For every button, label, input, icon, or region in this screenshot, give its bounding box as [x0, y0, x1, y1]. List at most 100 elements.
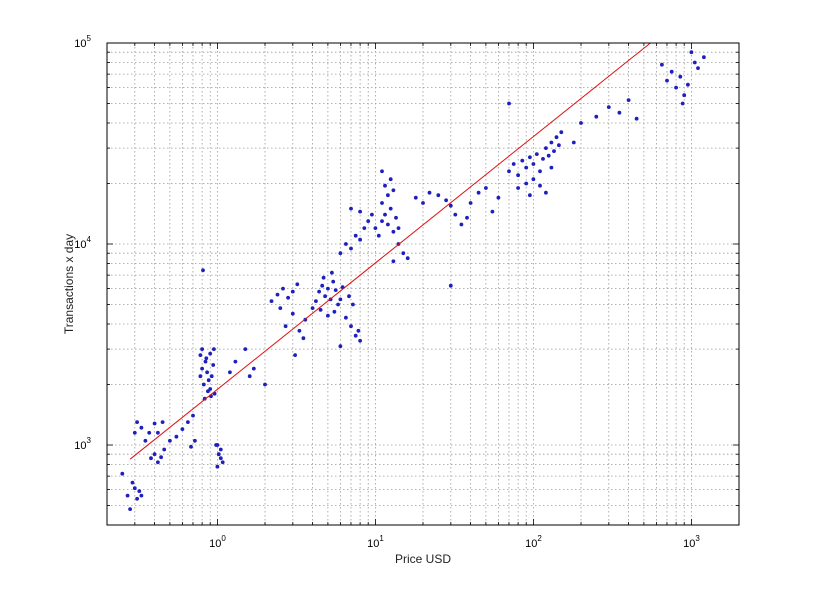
- x-tick-exponent: 1: [379, 534, 384, 543]
- data-point: [524, 165, 529, 170]
- data-point: [391, 259, 396, 264]
- data-point: [524, 181, 529, 186]
- data-point: [689, 50, 694, 55]
- data-point: [468, 201, 473, 205]
- data-point: [206, 378, 211, 383]
- data-point: [617, 110, 622, 115]
- data-point: [436, 193, 441, 198]
- data-point: [212, 347, 216, 351]
- trend-line: [129, 42, 651, 460]
- data-point: [549, 165, 554, 170]
- data-point: [541, 157, 545, 161]
- data-point: [413, 195, 418, 200]
- data-point: [344, 242, 348, 246]
- data-point: [228, 370, 232, 375]
- data-point: [554, 135, 559, 140]
- data-point: [362, 226, 367, 231]
- data-point: [330, 270, 334, 275]
- data-point: [606, 105, 611, 109]
- data-point: [130, 480, 135, 485]
- data-point: [349, 206, 353, 211]
- data-point: [388, 177, 393, 182]
- data-point: [349, 246, 353, 251]
- data-point: [552, 149, 556, 154]
- data-point: [528, 193, 532, 198]
- data-point: [286, 295, 290, 300]
- x-tick-labels: 100 101 102 103: [209, 534, 700, 550]
- data-point: [251, 366, 256, 371]
- data-point: [149, 456, 153, 461]
- data-point: [571, 140, 576, 145]
- data-point: [301, 336, 306, 341]
- data-point: [321, 275, 326, 280]
- data-point: [137, 489, 142, 493]
- data-point: [380, 201, 384, 205]
- data-point: [665, 78, 669, 83]
- data-point: [496, 195, 501, 200]
- data-point: [476, 190, 481, 195]
- data-point: [193, 438, 197, 443]
- data-point: [132, 430, 137, 435]
- y-tick-label: 104: [74, 235, 91, 251]
- y-tick-base: 10: [74, 239, 86, 251]
- data-point: [401, 251, 406, 256]
- data-point: [203, 359, 208, 364]
- data-point: [351, 302, 355, 307]
- data-point: [678, 74, 683, 79]
- data-point: [386, 222, 390, 227]
- data-point: [507, 101, 511, 106]
- y-axis-label: Transactions x day: [62, 234, 76, 334]
- data-point: [579, 121, 583, 125]
- data-point: [388, 206, 393, 211]
- data-point: [281, 286, 285, 291]
- data-point: [220, 460, 225, 465]
- data-point: [336, 302, 340, 307]
- data-point: [538, 183, 542, 188]
- data-point: [326, 313, 330, 318]
- data-point: [162, 447, 167, 452]
- data-point: [544, 190, 548, 195]
- data-point: [347, 294, 351, 299]
- data-point: [269, 299, 274, 303]
- data-point: [314, 299, 318, 303]
- data-point: [373, 226, 378, 231]
- data-point: [215, 464, 220, 469]
- data-point: [674, 85, 678, 90]
- x-tick-base: 10: [683, 538, 695, 550]
- x-tick-base: 10: [525, 538, 537, 550]
- data-point: [546, 153, 551, 158]
- data-point: [333, 288, 338, 292]
- x-axis-label: Price USD: [395, 552, 451, 566]
- data-point: [511, 162, 516, 166]
- data-point: [370, 212, 374, 217]
- data-point: [531, 162, 536, 166]
- x-tick-base: 10: [209, 538, 221, 550]
- data-point: [544, 146, 548, 151]
- data-point: [356, 328, 361, 333]
- y-tick-base: 10: [74, 38, 86, 50]
- x-tick-label: 103: [683, 534, 700, 550]
- data-point: [206, 389, 210, 394]
- data-point: [263, 382, 267, 387]
- data-point: [538, 169, 542, 174]
- data-points: [120, 50, 706, 511]
- y-tick-label: 105: [74, 34, 91, 50]
- data-point: [557, 143, 561, 148]
- data-point: [344, 315, 348, 320]
- data-point: [120, 471, 125, 476]
- data-point: [218, 447, 223, 452]
- data-point: [156, 460, 160, 465]
- data-point: [143, 438, 148, 443]
- data-point: [290, 289, 295, 294]
- data-point: [421, 201, 425, 205]
- data-point: [128, 507, 133, 511]
- data-point: [201, 382, 206, 387]
- data-point: [459, 222, 464, 227]
- data-point: [218, 456, 223, 461]
- data-point: [394, 215, 398, 220]
- y-tick-exponent: 5: [87, 34, 92, 43]
- data-point: [559, 130, 564, 135]
- data-point: [448, 283, 453, 288]
